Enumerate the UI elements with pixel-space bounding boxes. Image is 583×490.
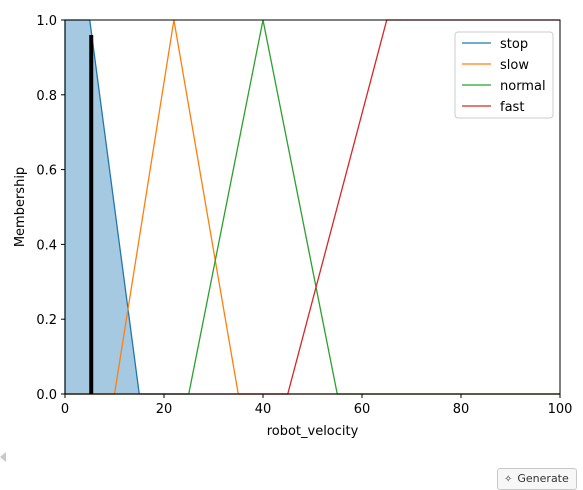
y-tick-label: 0.8	[36, 89, 57, 104]
y-axis-ticks: 0.0 0.2 0.4 0.6 0.8 1.0	[36, 14, 65, 403]
y-axis-label: Membership	[13, 167, 28, 247]
legend-label-stop: stop	[500, 37, 528, 52]
y-tick-label: 0.0	[36, 388, 57, 403]
stop-activation-area	[65, 20, 560, 394]
x-tick-label: 0	[61, 402, 69, 417]
x-tick-label: 100	[548, 402, 573, 417]
x-tick-label: 20	[156, 402, 173, 417]
legend-box	[454, 31, 554, 119]
legend-label-normal: normal	[500, 79, 546, 94]
activation-fill	[65, 20, 560, 394]
x-axis-ticks: 0 20 40 60 80 100	[61, 394, 573, 417]
y-tick-label: 1.0	[36, 14, 57, 29]
legend-label-fast: fast	[500, 100, 524, 115]
y-tick-label: 0.2	[36, 313, 57, 328]
x-tick-label: 80	[453, 402, 470, 417]
axes-frame	[64, 19, 561, 395]
legend-label-slow: slow	[500, 58, 529, 73]
x-tick-label: 40	[255, 402, 272, 417]
left-arrow-icon[interactable]	[0, 452, 6, 462]
x-tick-label: 60	[354, 402, 371, 417]
y-tick-label: 0.4	[36, 238, 57, 253]
legend: stop slow normal fast	[454, 31, 554, 119]
membership-chart: 0 20 40 60 80 100 0.0 0.2 0.4 0.6 0.8 1.0 robot_ve…	[13, 14, 573, 439]
generate-button[interactable]: ✧ Generate	[497, 468, 577, 490]
sparkle-icon: ✧	[504, 474, 513, 485]
x-axis-label: robot_velocity	[267, 424, 359, 439]
y-tick-label: 0.6	[36, 164, 57, 179]
